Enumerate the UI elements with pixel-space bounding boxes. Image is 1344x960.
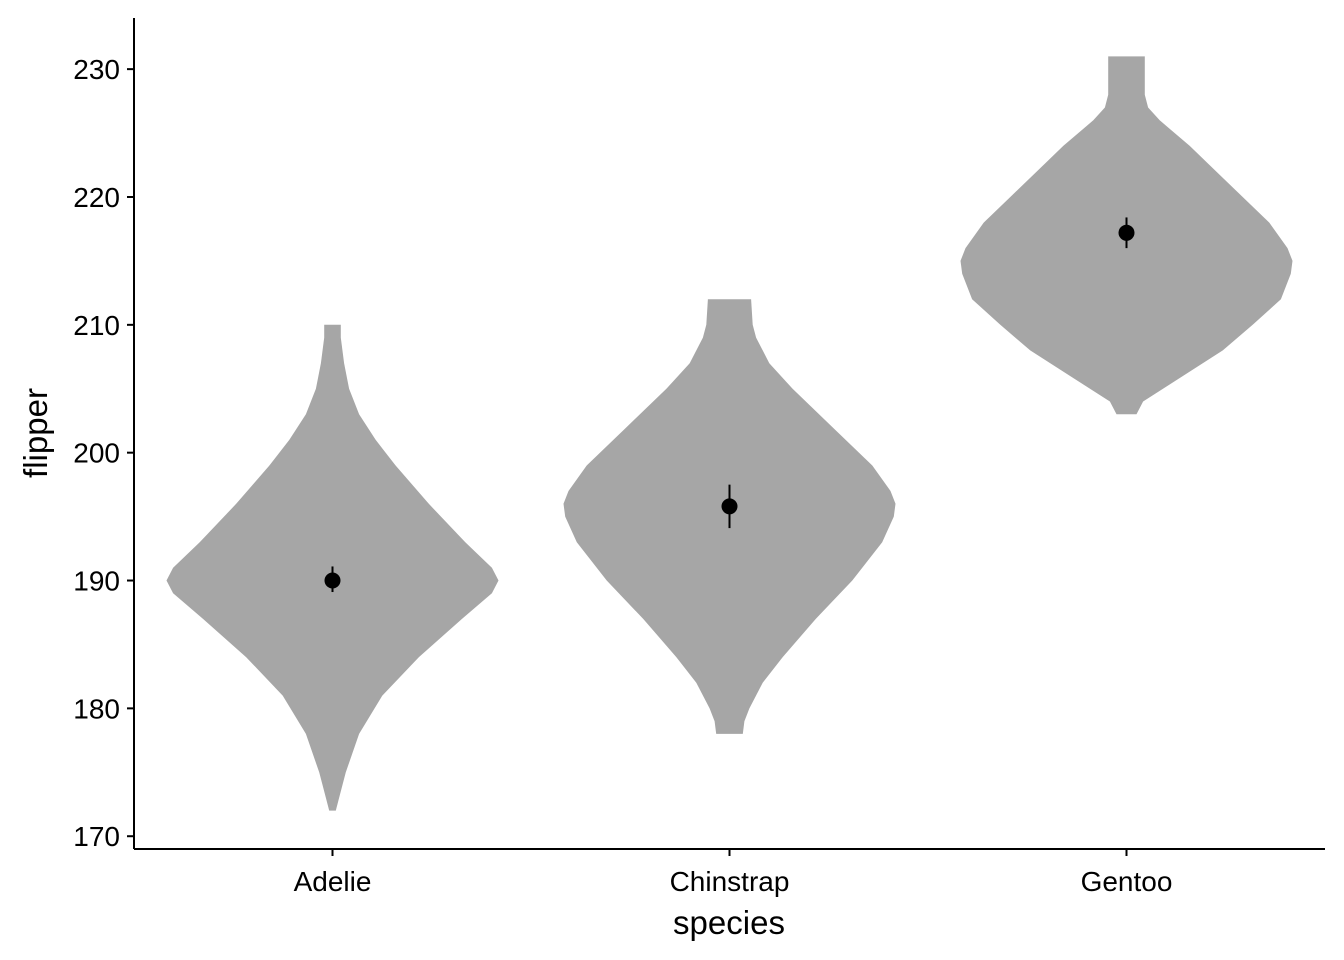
x-axis-ticks: Adelie Chinstrap Gentoo — [294, 849, 1173, 897]
x-tick-label: Chinstrap — [670, 866, 790, 897]
y-tick-label: 210 — [73, 310, 120, 341]
y-tick-label: 170 — [73, 821, 120, 852]
y-tick-label: 220 — [73, 182, 120, 213]
y-axis-title: flipper — [17, 388, 54, 478]
mean-point-gentoo — [1118, 224, 1135, 241]
x-tick-label: Adelie — [294, 866, 372, 897]
y-tick-label: 230 — [73, 54, 120, 85]
y-tick-label: 200 — [73, 438, 120, 469]
violins-layer — [166, 56, 1293, 811]
summary-points-layer — [324, 217, 1135, 593]
y-axis-ticks: 170 180 190 200 210 220 230 — [73, 54, 134, 852]
mean-point-chinstrap — [721, 498, 738, 515]
y-tick-label: 190 — [73, 566, 120, 597]
mean-point-adelie — [324, 572, 341, 589]
y-tick-label: 180 — [73, 693, 120, 724]
x-tick-label: Gentoo — [1081, 866, 1173, 897]
x-axis-title: species — [673, 904, 785, 941]
